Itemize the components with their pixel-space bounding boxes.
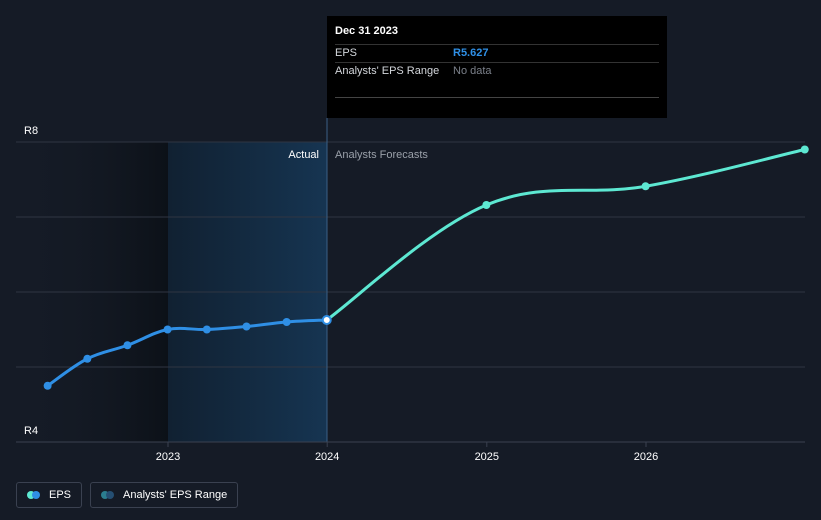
eps-actual-point[interactable] xyxy=(202,325,211,334)
y-min-label: R4 xyxy=(24,425,38,437)
x-tick-label: 2023 xyxy=(156,451,180,463)
actual-label: Actual xyxy=(288,149,319,161)
legend-range-label: Analysts' EPS Range xyxy=(123,489,228,501)
eps-forecast-line xyxy=(325,148,807,322)
legend: EPS Analysts' EPS Range xyxy=(16,482,239,510)
eps-actual-point[interactable] xyxy=(282,318,291,326)
tooltip-eps-value: R5.627 xyxy=(453,47,489,59)
tooltip: Dec 31 2023 EPS R5.627 Analysts' EPS Ran… xyxy=(327,16,667,118)
eps-actual-point[interactable] xyxy=(242,322,251,331)
range-legend-icon xyxy=(101,491,117,499)
tooltip-date: Dec 31 2023 xyxy=(335,24,659,45)
tooltip-eps-label: EPS xyxy=(335,47,358,59)
x-tick-label: 2025 xyxy=(475,451,499,463)
tooltip-row-range: Analysts' EPS Range No data xyxy=(335,63,659,89)
legend-range-button[interactable]: Analysts' EPS Range xyxy=(90,482,239,508)
eps-actual-point[interactable] xyxy=(163,325,172,334)
legend-eps-button[interactable]: EPS xyxy=(16,482,83,508)
tooltip-row-eps: EPS R5.627 xyxy=(335,45,659,63)
series-points xyxy=(43,145,809,390)
x-axis-ticks: 2023 2024 2025 2026 xyxy=(156,442,658,463)
eps-forecast-point[interactable] xyxy=(641,182,650,191)
forecast-label: Analysts Forecasts xyxy=(335,149,428,161)
tooltip-divider xyxy=(335,97,659,98)
x-tick-label: 2026 xyxy=(634,451,658,463)
legend-eps-label: EPS xyxy=(49,489,72,501)
eps-actual-point[interactable] xyxy=(43,381,52,390)
x-tick-label: 2024 xyxy=(315,451,339,463)
eps-forecast-point[interactable] xyxy=(800,145,809,154)
eps-legend-icon xyxy=(27,491,43,499)
tooltip-range-value: No data xyxy=(453,65,492,77)
eps-highlight-point[interactable] xyxy=(321,314,332,325)
eps-forecast-point[interactable] xyxy=(482,201,491,209)
eps-actual-point[interactable] xyxy=(123,341,132,350)
tooltip-range-label: Analysts' EPS Range xyxy=(335,65,440,77)
y-max-label: R8 xyxy=(24,125,38,137)
eps-actual-point[interactable] xyxy=(83,354,92,363)
